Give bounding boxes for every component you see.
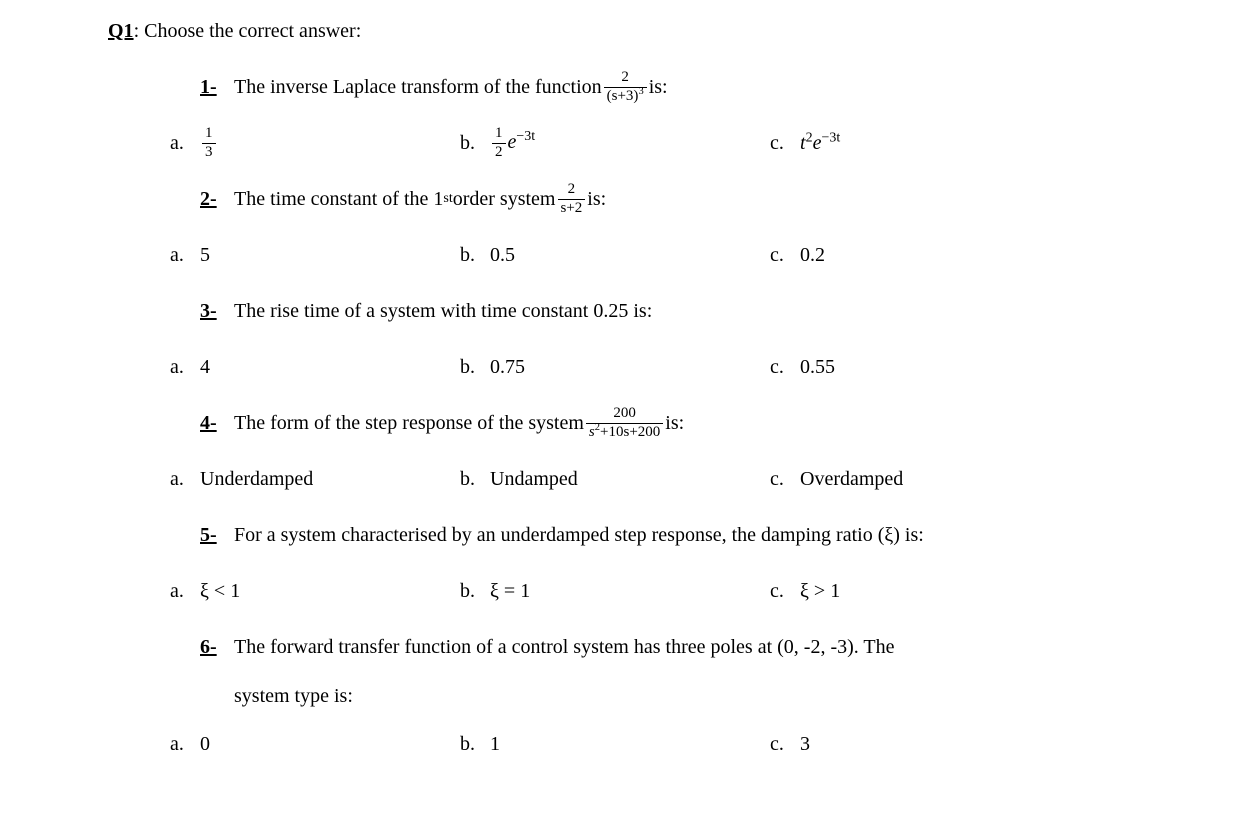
option-letter: c. — [770, 733, 800, 756]
subq-6-options: a. 0 b. 1 c. 3 — [170, 726, 1242, 762]
option-letter: c. — [770, 244, 800, 267]
subq-5: 5- For a system characterised by an unde… — [200, 515, 1242, 555]
option-5b-value: ξ = 1 — [490, 580, 530, 603]
subq-1-stem: The inverse Laplace transform of the fun… — [234, 70, 668, 105]
subq-2-stem: The time constant of the 1st order syste… — [234, 182, 606, 217]
subq-4-stem: The form of the step response of the sys… — [234, 406, 684, 441]
subq-1-options: a. 1 3 b. 1 2 e−3t c. t2e−3t — [170, 125, 1242, 161]
subq-4-options: a. Underdamped b. Undamped c. Overdamped — [170, 461, 1242, 497]
option-5b: b. ξ = 1 — [460, 580, 770, 603]
frac-num: 2 — [618, 70, 632, 87]
option-3c-value: 0.55 — [800, 356, 835, 379]
subq-2-stem-a: The time constant of the 1 — [234, 188, 443, 211]
option-letter: c. — [770, 356, 800, 379]
frac-den: (s+3)3 — [604, 87, 647, 105]
option-6c: c. 3 — [770, 733, 810, 756]
subq-1-stem-b: is: — [649, 76, 668, 99]
option-6a-value: 0 — [200, 733, 210, 756]
heading-label: Q1 — [108, 20, 134, 42]
option-3b-value: 0.75 — [490, 356, 525, 379]
subq-2-stem-b: order system — [453, 188, 556, 211]
option-letter: a. — [170, 244, 200, 267]
page: Q1: Choose the correct answer: 1- The in… — [0, 20, 1242, 762]
subq-4-stem-a: The form of the step response of the sys… — [234, 412, 584, 435]
option-1c-value: t2e−3t — [800, 132, 840, 155]
option-letter: a. — [170, 733, 200, 756]
option-letter: b. — [460, 468, 490, 491]
option-3a: a. 4 — [170, 356, 460, 379]
option-5a-value: ξ < 1 — [200, 580, 240, 603]
option-5a: a. ξ < 1 — [170, 580, 460, 603]
subq-1-stem-a: The inverse Laplace transform of the fun… — [234, 76, 602, 99]
option-2c-value: 0.2 — [800, 244, 825, 267]
option-6b: b. 1 — [460, 733, 770, 756]
option-3b: b. 0.75 — [460, 356, 770, 379]
option-5c: c. ξ > 1 — [770, 580, 840, 603]
subq-3-stem: The rise time of a system with time cons… — [234, 300, 652, 323]
heading-text: : Choose the correct answer: — [134, 20, 362, 42]
option-1a-fraction: 1 3 — [202, 126, 216, 161]
option-6b-value: 1 — [490, 733, 500, 756]
option-4c: c. Overdamped — [770, 468, 903, 491]
option-letter: a. — [170, 356, 200, 379]
option-1c: c. t2e−3t — [770, 132, 840, 155]
subq-1-fraction: 2 (s+3)3 — [604, 70, 647, 105]
subq-2: 2- The time constant of the 1st order sy… — [200, 179, 1242, 219]
question-heading: Q1: Choose the correct answer: — [108, 20, 1242, 43]
option-letter: a. — [170, 468, 200, 491]
option-1b: b. 1 2 e−3t — [460, 126, 770, 161]
option-3a-value: 4 — [200, 356, 210, 379]
subq-4-fraction: 200 s2+10s+200 — [586, 406, 663, 441]
subq-2-fraction: 2 s+2 — [558, 182, 586, 217]
option-letter: b. — [460, 244, 490, 267]
option-letter: c. — [770, 580, 800, 603]
option-2a-value: 5 — [200, 244, 210, 267]
option-2c: c. 0.2 — [770, 244, 825, 267]
option-letter: c. — [770, 132, 800, 155]
subq-5-stem: For a system characterised by an underda… — [234, 524, 924, 547]
subq-1: 1- The inverse Laplace transform of the … — [200, 67, 1242, 107]
subq-6-stem-line2: system type is: — [234, 685, 1242, 708]
subq-3-number: 3- — [200, 300, 234, 323]
option-4a-value: Underdamped — [200, 468, 313, 491]
subq-1-number: 1- — [200, 76, 234, 99]
subq-6-number: 6- — [200, 636, 234, 659]
option-letter: b. — [460, 132, 490, 155]
option-4c-value: Overdamped — [800, 468, 903, 491]
subq-6: 6- The forward transfer function of a co… — [200, 627, 1242, 667]
option-3c: c. 0.55 — [770, 356, 835, 379]
subq-4-number: 4- — [200, 412, 234, 435]
subq-5-number: 5- — [200, 524, 234, 547]
option-2b-value: 0.5 — [490, 244, 515, 267]
subq-2-stem-c: is: — [587, 188, 606, 211]
subq-6-stem: The forward transfer function of a contr… — [234, 636, 895, 659]
subq-3: 3- The rise time of a system with time c… — [200, 291, 1242, 331]
option-letter: b. — [460, 356, 490, 379]
option-4b-value: Undamped — [490, 468, 578, 491]
option-5c-value: ξ > 1 — [800, 580, 840, 603]
option-6c-value: 3 — [800, 733, 810, 756]
option-1a: a. 1 3 — [170, 126, 460, 161]
option-1b-value: 1 2 e−3t — [490, 126, 535, 161]
subq-2-number: 2- — [200, 188, 234, 211]
option-letter: c. — [770, 468, 800, 491]
option-letter: a. — [170, 580, 200, 603]
option-6a: a. 0 — [170, 733, 460, 756]
subq-4-stem-b: is: — [665, 412, 684, 435]
option-4b: b. Undamped — [460, 468, 770, 491]
option-letter: b. — [460, 733, 490, 756]
option-letter: b. — [460, 580, 490, 603]
subq-3-options: a. 4 b. 0.75 c. 0.55 — [170, 349, 1242, 385]
subq-4: 4- The form of the step response of the … — [200, 403, 1242, 443]
option-letter: a. — [170, 132, 200, 155]
subq-5-options: a. ξ < 1 b. ξ = 1 c. ξ > 1 — [170, 573, 1242, 609]
subq-2-options: a. 5 b. 0.5 c. 0.2 — [170, 237, 1242, 273]
option-2a: a. 5 — [170, 244, 460, 267]
option-2b: b. 0.5 — [460, 244, 770, 267]
option-4a: a. Underdamped — [170, 468, 460, 491]
